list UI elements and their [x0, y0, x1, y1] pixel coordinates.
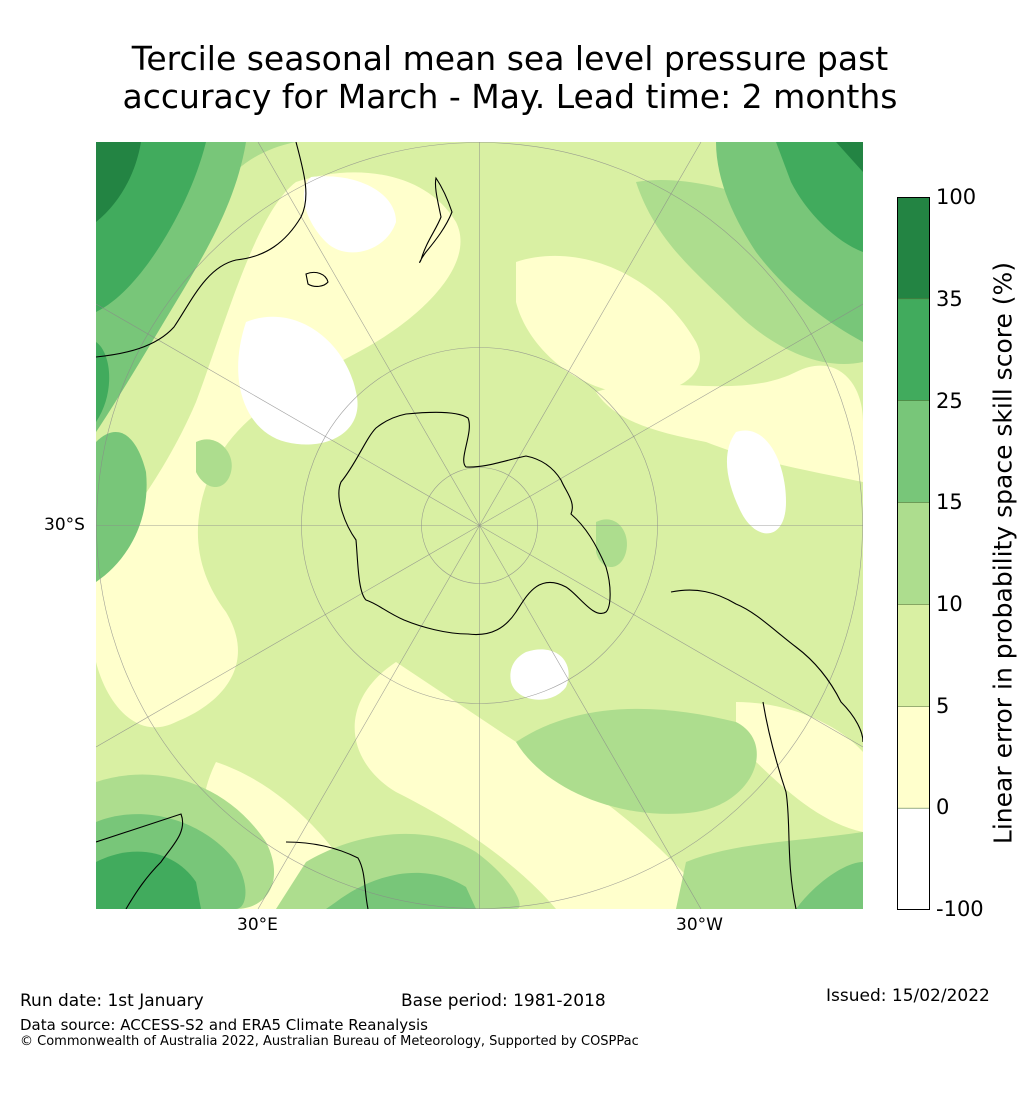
colorbar-tick-0: 0 — [936, 795, 950, 819]
colorbar-tick-100: 100 — [936, 185, 977, 209]
colorbar-segment — [897, 808, 930, 910]
antarctica-coast — [338, 411, 611, 636]
chart-title: Tercile seasonal mean sea level pressure… — [0, 40, 1020, 116]
colorbar-tick-5: 5 — [936, 694, 950, 718]
polar-map — [96, 142, 863, 909]
colorbar-segment — [897, 604, 930, 707]
title-line-1: Tercile seasonal mean sea level pressure… — [131, 39, 889, 78]
run-date: Run date: 1st January — [20, 991, 204, 1011]
lon-label-30w: 30°W — [676, 915, 723, 935]
new-zealand-coast — [419, 176, 453, 263]
colorbar-segment — [897, 502, 930, 605]
colorbar-segment — [897, 298, 930, 401]
colorbar-tick-25: 25 — [936, 389, 963, 413]
south-america-west-coast — [762, 701, 797, 909]
colorbar-tick-10: 10 — [936, 592, 963, 616]
tasmania-coast — [305, 271, 329, 287]
title-line-2: accuracy for March - May. Lead time: 2 m… — [122, 77, 898, 116]
base-period: Base period: 1981-2018 — [401, 991, 606, 1011]
madagascar-coast — [285, 841, 369, 909]
skill-region-35-100 — [96, 142, 863, 222]
colorbar — [897, 197, 930, 910]
graticule — [96, 142, 863, 909]
colorbar-border — [897, 197, 930, 910]
africa-coast — [96, 813, 184, 909]
colorbar-segment — [897, 706, 930, 809]
colorbar-tick-35: 35 — [936, 287, 963, 311]
data-source: Data source: ACCESS-S2 and ERA5 Climate … — [20, 1016, 428, 1034]
issued-date: Issued: 15/02/2022 — [826, 986, 990, 1006]
colorbar-tick-minus-100: -100 — [936, 897, 984, 921]
colorbar-label: Linear error in probability space skill … — [988, 261, 1018, 845]
colorbar-segment — [897, 197, 930, 299]
colorbar-segment — [897, 400, 930, 503]
copyright: © Commonwealth of Australia 2022, Austra… — [20, 1034, 639, 1049]
australia-coast — [96, 142, 307, 358]
south-america-coast — [670, 589, 863, 743]
colorbar-tick-15: 15 — [936, 490, 963, 514]
lon-label-30e: 30°E — [237, 915, 278, 935]
coastlines — [96, 142, 863, 909]
lat-label-30s: 30°S — [44, 515, 85, 535]
